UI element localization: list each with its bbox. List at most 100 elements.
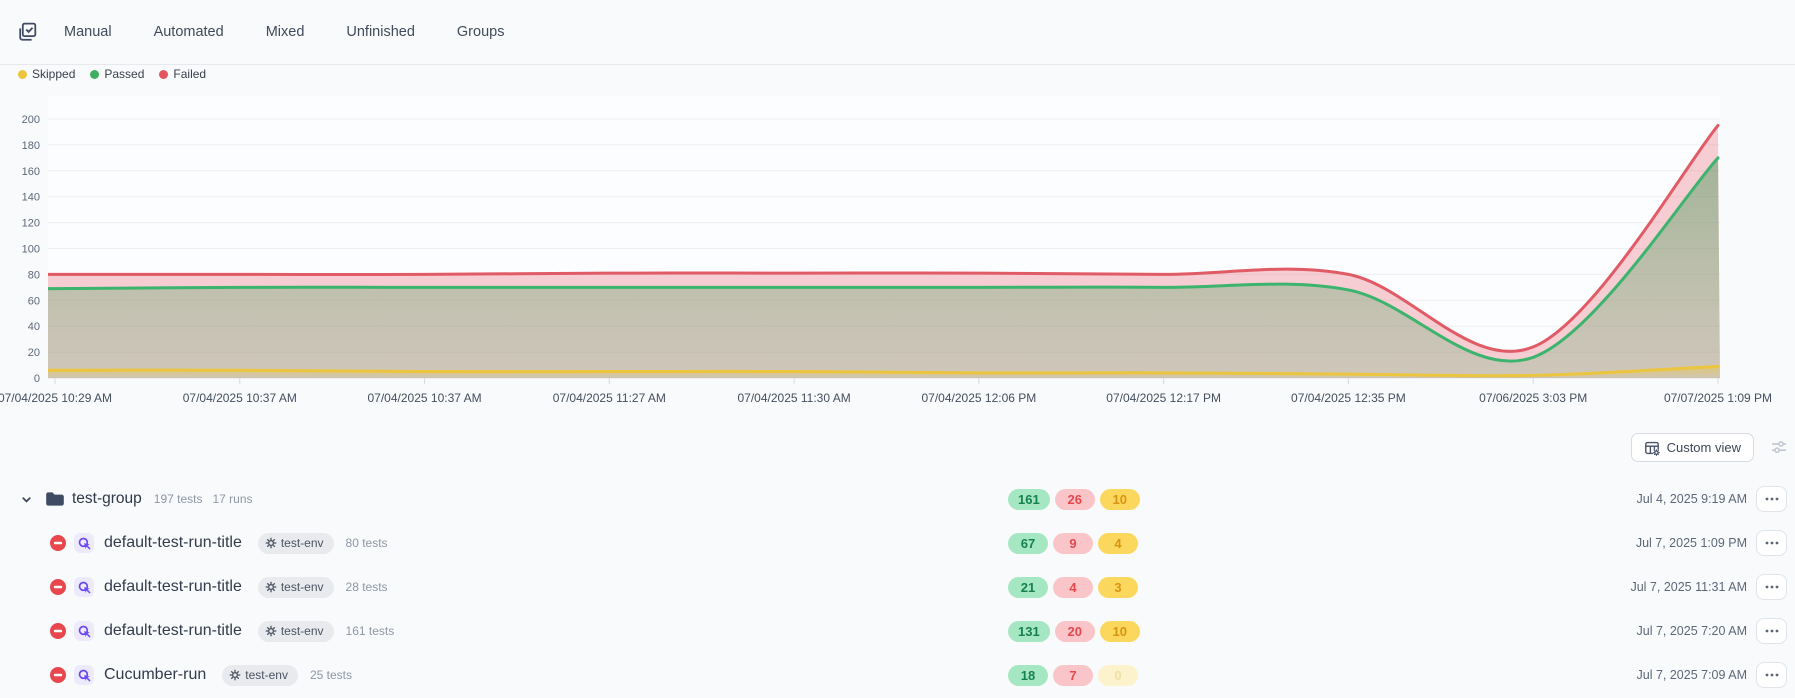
svg-text:07/04/2025 10:37 AM: 07/04/2025 10:37 AM [368, 391, 482, 405]
passed-count-badge: 131 [1008, 620, 1050, 642]
passed-dot-icon [90, 69, 100, 79]
environment-badge: test-env [257, 532, 334, 554]
ellipsis-icon [1765, 629, 1778, 633]
run-row: default-test-run-title test-env 80 tests 67… [0, 521, 1795, 565]
svg-text:80: 80 [28, 269, 40, 281]
skipped-count-badge: 10 [1099, 620, 1140, 642]
failed-count-badge: 9 [1053, 532, 1093, 554]
tab-mixed[interactable]: Mixed [265, 24, 305, 40]
tab-unfinished[interactable]: Unfinished [346, 24, 415, 40]
custom-view-button[interactable]: Custom view [1630, 433, 1754, 462]
run-date: Jul 7, 2025 1:09 PM [1635, 536, 1747, 550]
svg-text:07/04/2025 11:27 AM: 07/04/2025 11:27 AM [553, 391, 666, 405]
automated-run-icon [74, 577, 94, 597]
legend-item-skipped[interactable]: Skipped [18, 67, 75, 81]
legend-item-passed[interactable]: Passed [90, 67, 144, 81]
tab-list: Manual Automated Mixed Unfinished Groups [64, 24, 504, 40]
failed-count-badge: 4 [1053, 576, 1093, 598]
skipped-count-badge: 0 [1098, 664, 1138, 686]
svg-text:07/04/2025 10:29 AM: 07/04/2025 10:29 AM [0, 391, 112, 405]
row-menu-button[interactable] [1756, 574, 1787, 600]
run-tests-count: 28 tests [345, 580, 388, 594]
run-title[interactable]: default-test-run-title [104, 578, 242, 595]
svg-text:07/04/2025 11:30 AM: 07/04/2025 11:30 AM [738, 391, 851, 405]
passed-count-badge: 67 [1008, 532, 1048, 554]
ellipsis-icon [1765, 585, 1778, 589]
test-results-area-chart: 0 20 40 60 80 100 120 140 160 180 200 07/04/2025 10… [0, 96, 1772, 405]
result-badges: 131 20 10 [1008, 620, 1140, 642]
run-title[interactable]: default-test-run-title [104, 534, 242, 551]
tab-groups[interactable]: Groups [456, 24, 505, 40]
failed-count-badge: 7 [1053, 664, 1093, 686]
row-menu-button[interactable] [1756, 662, 1787, 688]
svg-text:07/04/2025 12:17 PM: 07/04/2025 12:17 PM [1106, 391, 1221, 405]
ellipsis-icon [1765, 673, 1778, 677]
run-stopped-status-icon [50, 667, 66, 683]
environment-badge: test-env [257, 576, 334, 598]
group-tests-count: 197 tests [153, 492, 203, 506]
run-tests-count: 25 tests [309, 668, 352, 682]
tab-automated[interactable]: Automated [153, 24, 224, 40]
run-date: Jul 7, 2025 11:31 AM [1630, 580, 1747, 594]
row-menu-button[interactable] [1756, 486, 1787, 512]
chevron-down-icon[interactable] [18, 491, 34, 507]
skipped-count-badge: 10 [1099, 488, 1140, 510]
group-name[interactable]: test-group [72, 490, 142, 507]
custom-view-label: Custom view [1666, 440, 1741, 455]
row-menu-button[interactable] [1756, 618, 1787, 644]
run-stopped-status-icon [50, 535, 66, 551]
svg-text:140: 140 [22, 192, 40, 204]
svg-text:100: 100 [22, 244, 40, 256]
row-menu-button[interactable] [1756, 530, 1787, 556]
skipped-count-badge: 3 [1098, 576, 1138, 598]
automated-run-icon [74, 621, 94, 641]
svg-text:07/04/2025 10:37 AM: 07/04/2025 10:37 AM [183, 391, 297, 405]
chart-legend: Skipped Passed Failed [18, 67, 206, 81]
svg-text:160: 160 [22, 166, 40, 178]
svg-text:07/06/2025 3:03 PM: 07/06/2025 3:03 PM [1479, 391, 1587, 405]
gear-icon [265, 537, 277, 549]
environment-label: test-env [280, 624, 324, 638]
run-title[interactable]: Cucumber-run [104, 666, 207, 683]
environment-badge: test-env [222, 664, 298, 686]
folder-icon [44, 489, 64, 509]
legend-label: Passed [104, 67, 145, 81]
svg-text:07/04/2025 12:35 PM: 07/04/2025 12:35 PM [1291, 391, 1406, 405]
legend-label: Failed [173, 67, 207, 81]
svg-text:07/07/2025 1:09 PM: 07/07/2025 1:09 PM [1664, 391, 1772, 405]
run-date: Jul 7, 2025 7:09 AM [1636, 668, 1748, 682]
select-all-icon[interactable] [14, 19, 40, 45]
run-tests-count: 80 tests [345, 536, 388, 550]
run-title[interactable]: default-test-run-title [104, 622, 242, 639]
svg-text:60: 60 [28, 295, 40, 307]
environment-label: test-env [245, 668, 288, 682]
svg-text:200: 200 [22, 114, 40, 126]
run-row: Cucumber-run test-env 25 tests 18 7 0 Jul 7, 2… [0, 653, 1795, 697]
environment-badge: test-env [257, 620, 334, 642]
legend-label: Skipped [32, 67, 76, 81]
gear-icon [265, 581, 277, 593]
result-badges: 18 7 0 [1008, 664, 1138, 686]
svg-text:20: 20 [28, 347, 40, 359]
passed-count-badge: 21 [1008, 576, 1048, 598]
gear-icon [265, 625, 277, 637]
passed-count-badge: 161 [1008, 488, 1050, 510]
failed-count-badge: 20 [1054, 620, 1095, 642]
svg-text:0: 0 [34, 373, 40, 385]
svg-text:40: 40 [28, 321, 40, 333]
run-tests-count: 161 tests [345, 624, 395, 638]
legend-item-failed[interactable]: Failed [159, 67, 206, 81]
top-tab-bar: Manual Automated Mixed Unfinished Groups [0, 0, 1795, 65]
tab-manual[interactable]: Manual [64, 24, 112, 40]
run-stopped-status-icon [50, 579, 66, 595]
svg-text:120: 120 [22, 218, 40, 230]
run-row: default-test-run-title test-env 161 tests 1… [0, 609, 1795, 653]
test-runs-list: test-group 197 tests 17 runs 161 26 10 Jul 4, … [0, 477, 1795, 697]
svg-text:07/04/2025 12:06 PM: 07/04/2025 12:06 PM [922, 391, 1037, 405]
automated-run-icon [74, 533, 94, 553]
run-date: Jul 7, 2025 7:20 AM [1636, 624, 1748, 638]
result-badges: 161 26 10 [1008, 488, 1140, 510]
failed-count-badge: 26 [1054, 488, 1095, 510]
display-settings-icon[interactable] [1770, 438, 1788, 456]
failed-dot-icon [159, 69, 169, 79]
